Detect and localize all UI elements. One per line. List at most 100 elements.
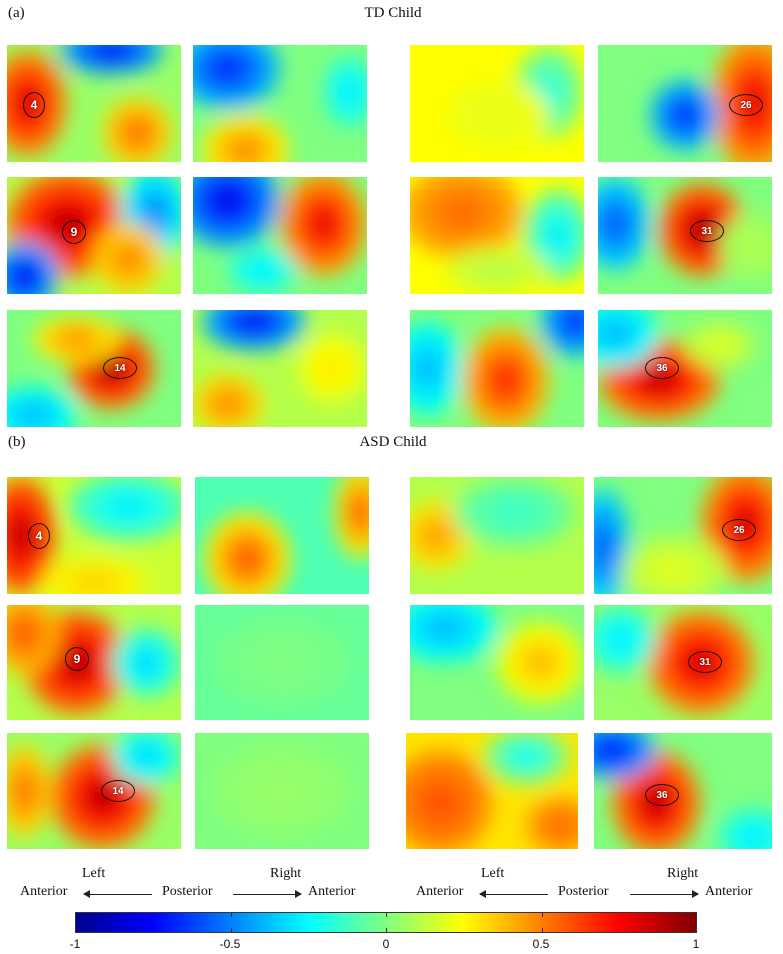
channel-marker: 9 xyxy=(62,220,86,244)
topographic-map-tile xyxy=(195,605,369,720)
activation-blob xyxy=(552,818,570,834)
activation-blob xyxy=(604,324,627,343)
activation-blob xyxy=(128,123,147,142)
activation-blob xyxy=(323,359,341,378)
activation-blob xyxy=(120,250,138,268)
activation-blob xyxy=(219,396,237,411)
orientation-right-label: Right xyxy=(270,866,302,881)
topographic-map-tile xyxy=(7,733,181,849)
arrow-right-icon xyxy=(630,890,699,898)
channel-marker: 36 xyxy=(645,784,679,806)
channel-marker: 26 xyxy=(722,519,756,541)
channel-marker: 14 xyxy=(101,780,135,802)
activation-blob xyxy=(146,200,164,224)
colorbar-tick-label: -1 xyxy=(69,937,81,951)
topographic-map-tile xyxy=(410,45,584,162)
activation-blob xyxy=(611,630,630,649)
activation-blob xyxy=(253,264,272,277)
topographic-map-tile xyxy=(7,177,181,294)
topographic-map-tile xyxy=(410,177,584,294)
activation-blob xyxy=(711,339,729,351)
topographic-map-tile xyxy=(193,45,367,162)
activation-blob xyxy=(312,210,335,237)
topographic-map-tile xyxy=(410,477,584,594)
activation-blob xyxy=(15,623,34,644)
activation-blob xyxy=(137,748,155,764)
orientation-left-label: Left xyxy=(481,866,505,881)
activation-blob xyxy=(22,407,44,423)
activation-blob xyxy=(566,312,584,331)
activation-blob xyxy=(15,267,34,286)
topographic-map-tile xyxy=(410,605,584,720)
channel-marker: 31 xyxy=(688,651,722,673)
colorbar-tick-label: 1 xyxy=(692,937,700,951)
panel-title-asd: ASD Child xyxy=(359,434,427,450)
activation-blob xyxy=(549,223,567,248)
activation-blob xyxy=(745,830,764,845)
activation-blob xyxy=(98,45,125,57)
activation-blob xyxy=(660,561,688,580)
topographic-map-tile xyxy=(598,177,772,294)
activation-blob xyxy=(418,356,437,381)
activation-blob xyxy=(494,367,517,394)
activation-blob xyxy=(113,497,145,516)
orientation-anterior-label: Anterior xyxy=(20,884,68,899)
orientation-anterior-label: Anterior xyxy=(308,884,356,899)
activation-blob xyxy=(353,500,367,524)
panel-label-b: (b) xyxy=(8,434,26,450)
arrow-left-icon xyxy=(479,890,548,898)
activation-blob xyxy=(236,547,259,571)
channel-marker: 4 xyxy=(23,92,45,118)
arrow-right-icon xyxy=(233,890,302,898)
activation-blob xyxy=(80,576,108,589)
panel-title-td: TD Child xyxy=(364,5,422,21)
activation-blob xyxy=(745,238,764,256)
activation-blob xyxy=(483,264,511,277)
activation-blob xyxy=(137,653,155,672)
activation-blob xyxy=(264,651,300,674)
activation-blob xyxy=(431,619,458,637)
activation-blob xyxy=(596,532,610,562)
activation-blob xyxy=(214,188,241,213)
channel-marker: 4 xyxy=(28,523,50,549)
activation-blob xyxy=(676,106,694,124)
colorbar-tick-label: -0.5 xyxy=(219,937,241,951)
orientation-left-label: Left xyxy=(82,866,106,881)
activation-blob xyxy=(427,526,445,545)
topographic-map-tile xyxy=(195,733,369,849)
activation-blob xyxy=(65,333,88,346)
activation-blob xyxy=(529,652,552,673)
orientation-right-label: Right xyxy=(667,866,699,881)
topographic-map-tile xyxy=(193,177,367,294)
activation-blob xyxy=(264,779,300,803)
topographic-map-tile xyxy=(7,605,181,720)
topographic-map-tile xyxy=(195,477,369,594)
panel-label-a: (a) xyxy=(8,5,25,21)
topographic-map-tile xyxy=(7,310,181,427)
activation-blob xyxy=(483,106,511,124)
activation-blob xyxy=(600,743,623,758)
topographic-map-tile xyxy=(193,310,367,427)
channel-marker: 36 xyxy=(645,357,679,379)
orientation-anterior-label: Anterior xyxy=(705,884,753,899)
topographic-map-tile xyxy=(410,310,584,427)
activation-blob xyxy=(17,779,31,803)
activation-blob xyxy=(499,503,530,521)
activation-blob xyxy=(234,141,257,160)
activation-blob xyxy=(240,314,267,330)
topographic-map-tile xyxy=(594,477,772,594)
channel-marker: 26 xyxy=(729,94,763,116)
activation-blob xyxy=(214,58,241,79)
orientation-anterior-label: Anterior xyxy=(416,884,464,899)
topographic-map-tile xyxy=(598,310,772,427)
activation-blob xyxy=(606,212,625,236)
topographic-map-tile xyxy=(7,45,181,162)
activation-blob xyxy=(540,80,558,104)
channel-marker: 31 xyxy=(690,220,724,242)
channel-marker: 9 xyxy=(65,647,89,671)
activation-blob xyxy=(427,789,454,816)
orientation-posterior-label: Posterior xyxy=(162,884,213,899)
topographic-map-tile xyxy=(406,733,578,849)
activation-blob xyxy=(12,520,30,551)
arrow-left-icon xyxy=(83,890,152,898)
